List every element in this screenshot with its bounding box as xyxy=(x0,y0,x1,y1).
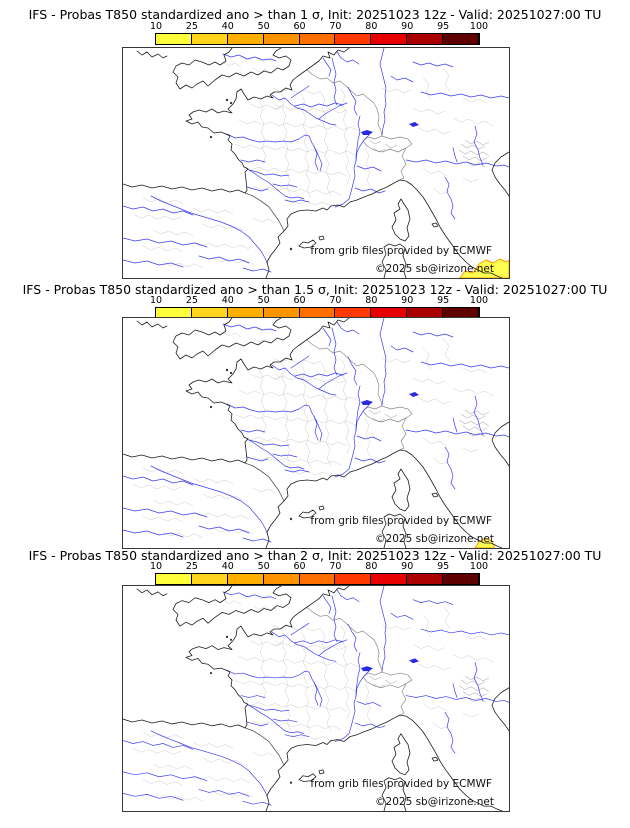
colorbar-tick-label: 60 xyxy=(293,561,306,572)
colorbar-tick-label: 90 xyxy=(401,295,414,306)
colorbar-tick-label: 70 xyxy=(329,295,342,306)
colorbar-segment xyxy=(191,308,228,318)
colorbar-tick-label: 40 xyxy=(221,21,234,32)
colorbar-segment xyxy=(371,574,408,584)
colorbar-segment xyxy=(156,308,192,318)
panel-title: IFS - Probas T850 standardized ano > tha… xyxy=(28,548,602,563)
colorbar-segment xyxy=(443,34,480,44)
colorbar-segment xyxy=(407,574,444,584)
colorbar-segment xyxy=(263,574,300,584)
colorbar-tick-label: 50 xyxy=(257,295,270,306)
credit-source: from grib files provided by ECMWF xyxy=(310,245,492,257)
colorbar-segment xyxy=(191,574,228,584)
colorbar-segment xyxy=(227,308,264,318)
colorbar-segment xyxy=(263,34,300,44)
map xyxy=(123,48,509,278)
credit-source: from grib files provided by ECMWF xyxy=(310,778,492,790)
colorbar-segment xyxy=(371,308,408,318)
map-frame: from grib files provided by ECMWF ©2025 … xyxy=(122,317,510,549)
colorbar-tick-label: 95 xyxy=(437,561,450,572)
colorbar-segment xyxy=(227,34,264,44)
colorbar: 10 25 40 50 60 70 80 90 95 100 xyxy=(150,21,488,45)
colorbar-segment xyxy=(156,34,192,44)
colorbar-tick-label: 70 xyxy=(329,21,342,32)
credit-copyright: ©2025 sb@irizone.net xyxy=(375,796,494,808)
colorbar-tick-label: 60 xyxy=(293,295,306,306)
colorbar-tick-label: 80 xyxy=(365,295,378,306)
colorbar-tick-label: 40 xyxy=(221,561,234,572)
colorbar-tick-label: 60 xyxy=(293,21,306,32)
colorbar-segment xyxy=(407,308,444,318)
colorbar-tick-label: 50 xyxy=(257,561,270,572)
colorbar: 10 25 40 50 60 70 80 90 95 100 xyxy=(150,561,488,585)
colorbar-segment xyxy=(335,34,372,44)
colorbar-tick-label: 100 xyxy=(469,21,489,32)
colorbar-segment xyxy=(443,574,480,584)
colorbar-tick-label: 25 xyxy=(185,21,198,32)
colorbar-segment xyxy=(263,308,300,318)
panel-title: IFS - Probas T850 standardized ano > tha… xyxy=(28,7,602,22)
colorbar-tick-label: 10 xyxy=(149,295,163,306)
colorbar-tick-label: 80 xyxy=(365,561,378,572)
colorbar-segment xyxy=(227,574,264,584)
colorbar-segment xyxy=(299,34,336,44)
colorbar-segment xyxy=(407,34,444,44)
probability-overlay xyxy=(459,258,509,278)
map-frame: from grib files provided by ECMWF ©2025 … xyxy=(122,47,510,279)
colorbar-tick-label: 95 xyxy=(437,295,450,306)
colorbar-tick-label: 95 xyxy=(437,21,450,32)
colorbar-segment xyxy=(156,574,192,584)
colorbar-segment xyxy=(191,34,228,44)
colorbar-segment xyxy=(335,308,372,318)
colorbar-tick-label: 10 xyxy=(149,561,163,572)
colorbar-tick-label: 100 xyxy=(469,295,489,306)
colorbar-tick-label: 25 xyxy=(185,295,198,306)
map-frame: from grib files provided by ECMWF ©2025 … xyxy=(122,585,510,812)
map xyxy=(123,318,509,548)
panel-title: IFS - Probas T850 standardized ano > tha… xyxy=(22,282,608,297)
colorbar-segment xyxy=(371,34,408,44)
colorbar-segment xyxy=(443,308,480,318)
colorbar-tick-label: 25 xyxy=(185,561,198,572)
colorbar-tick-label: 50 xyxy=(257,21,270,32)
credit-copyright: ©2025 sb@irizone.net xyxy=(375,263,494,275)
credit-copyright: ©2025 sb@irizone.net xyxy=(375,533,494,545)
colorbar-segment xyxy=(335,574,372,584)
colorbar-tick-label: 70 xyxy=(329,561,342,572)
colorbar: 10 25 40 50 60 70 80 90 95 100 xyxy=(150,295,488,319)
colorbar-tick-label: 90 xyxy=(401,21,414,32)
colorbar-segment xyxy=(299,308,336,318)
colorbar-tick-label: 100 xyxy=(469,561,489,572)
colorbar-tick-label: 40 xyxy=(221,295,234,306)
colorbar-tick-label: 90 xyxy=(401,561,414,572)
colorbar-segment xyxy=(299,574,336,584)
colorbar-tick-label: 10 xyxy=(149,21,163,32)
colorbar-tick-label: 80 xyxy=(365,21,378,32)
credit-source: from grib files provided by ECMWF xyxy=(310,515,492,527)
